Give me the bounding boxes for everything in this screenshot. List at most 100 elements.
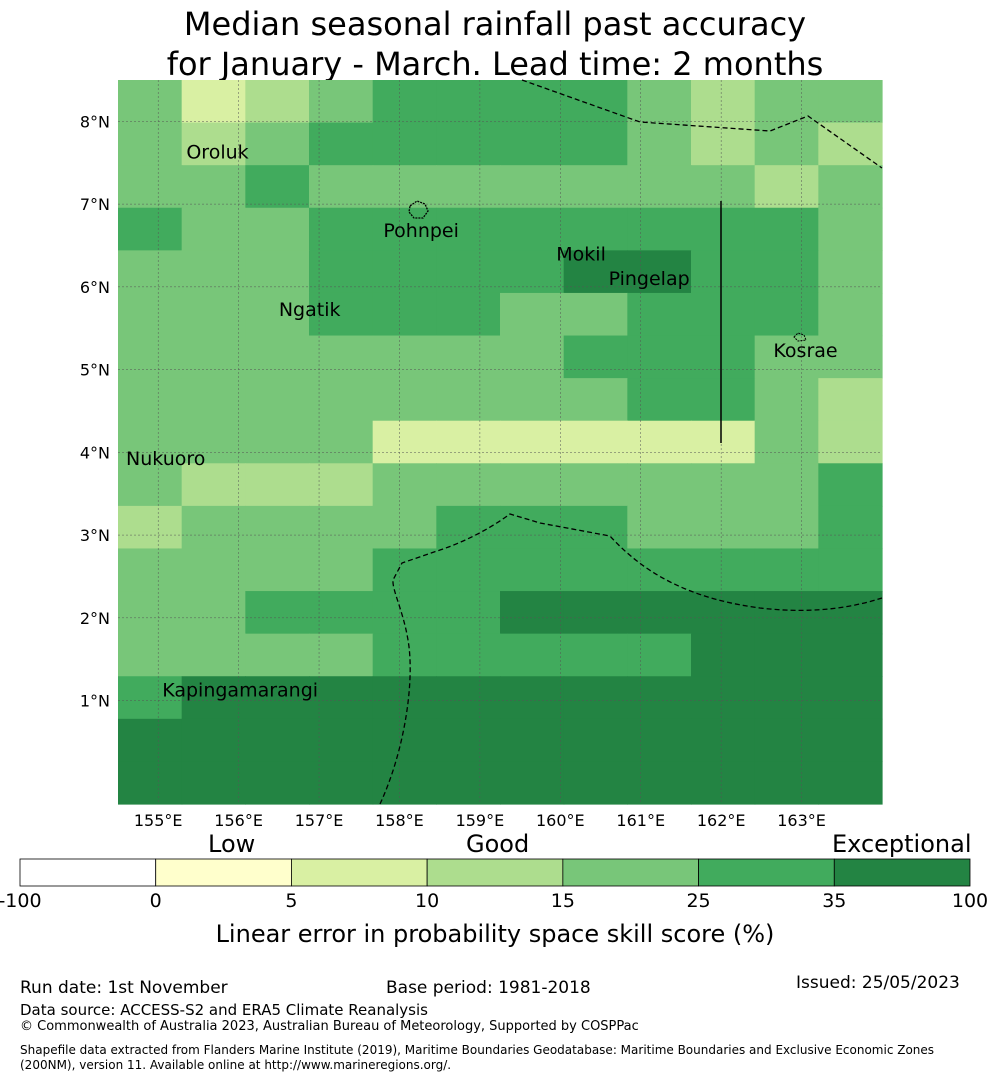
grid-cell <box>436 80 501 124</box>
place-label: Ngatik <box>279 299 341 321</box>
place-label: Kosrae <box>773 340 837 362</box>
colorbar-bin <box>426 858 564 887</box>
grid-cell <box>563 761 628 805</box>
grid-cell <box>181 591 246 635</box>
grid-cell <box>245 420 310 464</box>
grid-cell <box>818 207 883 251</box>
grid-cell <box>818 633 883 677</box>
grid-cell <box>818 122 883 166</box>
grid-cell <box>181 207 246 251</box>
grid-cell <box>181 761 246 805</box>
grid-cell <box>818 761 883 805</box>
grid-cell <box>118 718 183 763</box>
grid-cell <box>118 122 183 166</box>
grid-cell <box>118 335 183 379</box>
grid-cell <box>818 335 883 379</box>
lon-tick-label: 162°E <box>697 811 746 830</box>
grid-cell <box>754 207 819 251</box>
grid-cell <box>436 591 501 635</box>
grid-cell <box>754 463 819 507</box>
grid-cell <box>372 505 437 550</box>
grid-cell <box>372 165 437 209</box>
grid-cell <box>309 335 374 379</box>
grid-cell <box>563 378 628 422</box>
grid-cell <box>118 378 183 422</box>
grid-cell <box>627 335 692 379</box>
grid-cell <box>181 292 246 337</box>
grid-cell <box>372 292 437 337</box>
grid-cell <box>754 250 819 294</box>
grid-cell <box>309 420 374 464</box>
grid-cell <box>245 548 310 592</box>
grid-cell <box>627 378 692 422</box>
grid-cell <box>436 292 501 337</box>
grid-cell <box>436 207 501 251</box>
grid-cell <box>754 676 819 720</box>
grid-cell <box>627 718 692 763</box>
grid-cell <box>691 80 756 124</box>
grid-cell <box>436 165 501 209</box>
lat-tick-label: 8°N <box>80 112 110 131</box>
grid-cell <box>691 378 756 422</box>
grid-cell <box>691 676 756 720</box>
grid-cell <box>818 463 883 507</box>
grid-cell <box>818 676 883 720</box>
grid-cell <box>627 676 692 720</box>
place-label: Kapingamarangi <box>162 679 318 701</box>
grid-cell <box>563 591 628 635</box>
grid-cell <box>181 676 246 720</box>
grid-cell <box>691 335 756 379</box>
issued-date: Issued: 25/05/2023 <box>796 973 960 993</box>
grid-cell <box>691 292 756 337</box>
grid-cell <box>118 505 183 550</box>
grid-cell <box>818 165 883 209</box>
grid-cell <box>627 165 692 209</box>
grid-cell <box>818 505 883 550</box>
grid-cell <box>245 335 310 379</box>
lat-tick-label: 1°N <box>80 692 110 711</box>
grid-cell <box>754 420 819 464</box>
grid-cell <box>754 761 819 805</box>
grid-cell <box>436 378 501 422</box>
colorbar-tick-label: 100 <box>951 890 989 912</box>
grid-cell <box>691 718 756 763</box>
grid-cell <box>563 80 628 124</box>
grid-cell <box>372 80 437 124</box>
grid-cell <box>372 463 437 507</box>
grid-cell <box>563 207 628 251</box>
grid-cell <box>627 207 692 251</box>
grid-cell <box>118 250 183 294</box>
grid-cell <box>627 548 692 592</box>
grid-cell <box>436 718 501 763</box>
eez-boundary-north <box>521 79 883 169</box>
grid-cell <box>245 505 310 550</box>
grid-cell <box>500 548 565 592</box>
colorbar-bin <box>698 858 835 887</box>
grid-cell <box>563 292 628 337</box>
grid-cell <box>118 420 183 464</box>
legend-label-low: Low <box>208 830 256 858</box>
grid-cell <box>309 80 374 124</box>
grid-cell <box>754 378 819 422</box>
grid-cell <box>181 335 246 379</box>
grid-cell <box>245 633 310 677</box>
map-axes: 155°E 156°E 157°E 158°E 159°E 160°E 161°E 162°E… <box>80 112 826 830</box>
colorbar-axis-label: Linear error in probability space skill … <box>215 920 775 948</box>
chart-title-line1: Median seasonal rainfall past accuracy <box>183 5 807 43</box>
grid-cell <box>500 761 565 805</box>
grid-cell <box>245 463 310 507</box>
grid-cell <box>627 633 692 677</box>
grid-cell <box>563 420 628 464</box>
grid-cell <box>372 676 437 720</box>
grid-cell <box>309 463 374 507</box>
grid-cell <box>691 548 756 592</box>
colorbar-bin <box>562 858 699 887</box>
place-label: Mokil <box>556 243 606 265</box>
lat-tick-label: 4°N <box>80 443 110 462</box>
grid-cell <box>372 761 437 805</box>
grid-cell <box>245 122 310 166</box>
grid-cell <box>245 378 310 422</box>
grid-cell <box>118 676 183 720</box>
grid-cell <box>818 250 883 294</box>
